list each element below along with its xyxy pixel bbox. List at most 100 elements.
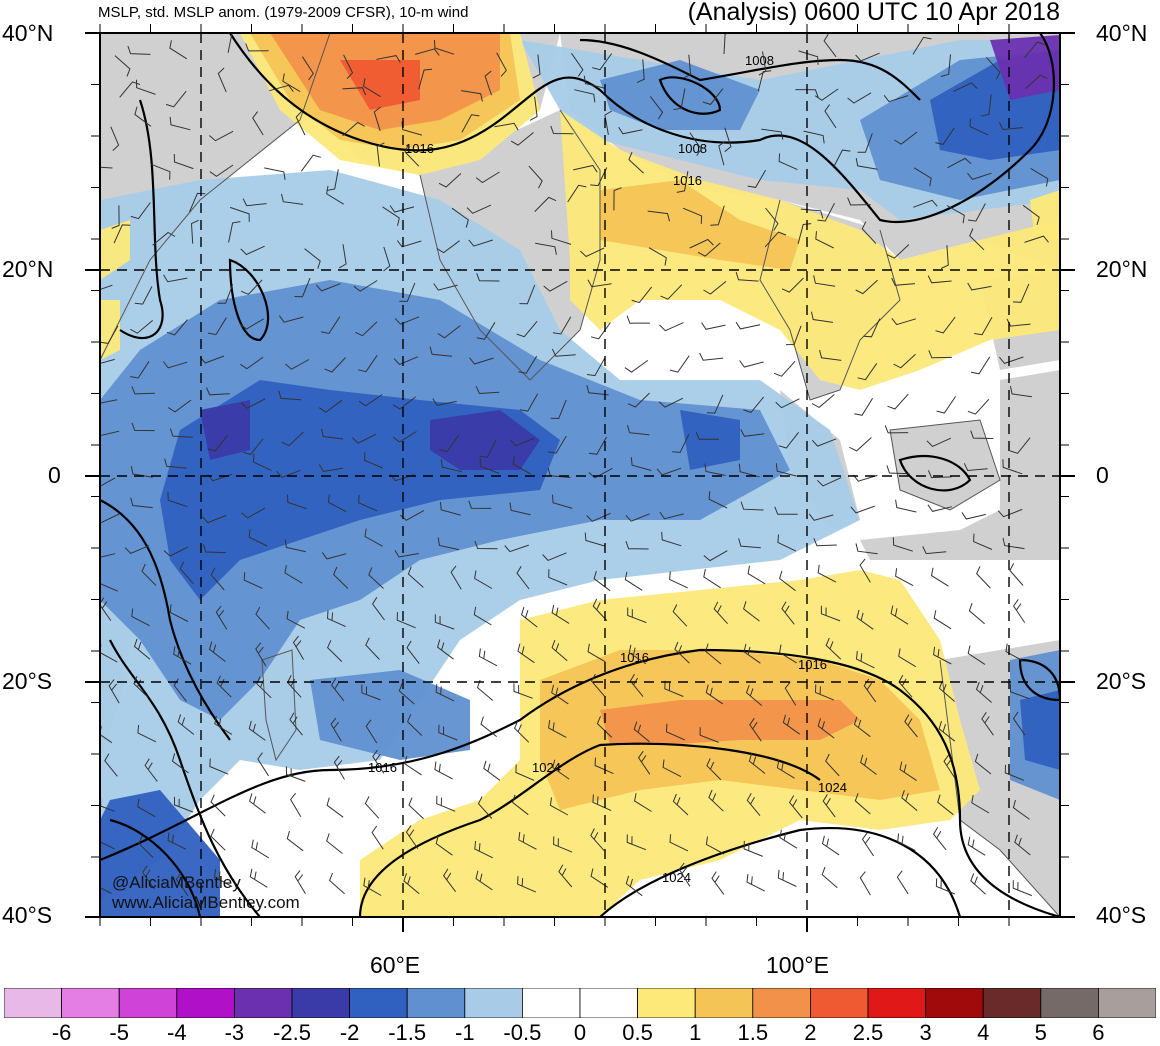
wind-barb xyxy=(504,544,529,553)
colorbar-swatch xyxy=(118,988,178,1018)
wind-barb xyxy=(100,575,118,592)
wind-barb xyxy=(179,561,194,585)
wind-barb xyxy=(847,197,871,206)
wind-barb xyxy=(164,458,187,469)
wind-barb xyxy=(825,637,842,660)
wind-barb xyxy=(832,149,851,169)
wind-barb xyxy=(473,606,492,626)
wind-barb xyxy=(821,866,838,889)
wind-barb xyxy=(396,240,422,248)
wind-barb xyxy=(859,871,871,896)
wind-barb xyxy=(494,122,519,131)
colorbar-label: -2 xyxy=(339,1020,360,1045)
wind-barb xyxy=(162,361,188,369)
wind-barb xyxy=(358,494,378,512)
wind-barb xyxy=(981,712,994,736)
wind-barb xyxy=(512,456,531,475)
wind-barb xyxy=(584,532,606,547)
wind-barb xyxy=(855,543,878,555)
wind-barb xyxy=(1025,74,1048,90)
wind-barb xyxy=(476,273,500,282)
wind-barb xyxy=(114,55,131,77)
wind-barb xyxy=(937,794,954,816)
wind-barb xyxy=(857,363,878,381)
wind-barb xyxy=(517,876,537,893)
wind-barb xyxy=(326,185,344,205)
wind-barb xyxy=(823,33,837,58)
wind-barb xyxy=(136,79,156,95)
wind-barb xyxy=(343,54,354,79)
wind-barb xyxy=(927,504,953,512)
wind-barb xyxy=(542,552,567,561)
wind-barb xyxy=(1005,643,1024,662)
wind-barb xyxy=(210,828,226,851)
wind-barb xyxy=(1012,799,1030,820)
lat-label-right-20s: 20°S xyxy=(1096,668,1147,694)
wind-barb xyxy=(699,352,724,361)
wind-barb xyxy=(163,546,189,557)
wind-barb xyxy=(169,40,188,60)
wind-barb xyxy=(393,356,419,365)
wind-barb xyxy=(808,513,834,521)
wind-barb xyxy=(853,474,878,482)
wind-barb xyxy=(592,598,608,621)
wind-barb xyxy=(596,716,613,738)
wind-barb xyxy=(342,121,365,137)
contour-label: 1024 xyxy=(818,780,847,795)
wind-barb xyxy=(551,230,572,245)
wind-barb xyxy=(100,477,116,487)
wind-barb xyxy=(451,207,469,228)
wind-barb xyxy=(257,752,269,777)
wind-barb xyxy=(287,494,307,510)
colorbar-swatch xyxy=(464,988,523,1018)
wind-barb xyxy=(816,477,842,487)
wind-barb xyxy=(590,322,611,340)
wind-barb xyxy=(778,431,799,449)
wind-barb xyxy=(376,142,385,167)
wind-barb xyxy=(286,610,306,629)
wind-barb xyxy=(255,642,267,667)
wind-barb xyxy=(590,868,609,888)
wind-barb xyxy=(206,387,230,396)
wind-barb xyxy=(460,90,483,102)
wind-barb xyxy=(701,322,726,330)
wind-barb xyxy=(478,648,498,667)
wind-barb xyxy=(163,274,188,283)
wind-barb xyxy=(474,540,498,550)
wind-barb xyxy=(1012,283,1030,303)
wind-barb xyxy=(932,827,947,851)
wind-barb xyxy=(637,750,651,775)
wind-barb xyxy=(358,354,378,373)
wind-barb xyxy=(392,396,417,410)
wind-barb xyxy=(573,164,598,173)
wind-barb xyxy=(967,282,992,291)
wind-barb xyxy=(855,651,875,669)
minor-ticks xyxy=(91,24,1069,926)
contour-labels: 1008 1008 1016 1016 1016 1016 1016 1024 … xyxy=(368,53,847,885)
wind-barb xyxy=(1004,764,1025,781)
wind-barb xyxy=(624,571,643,591)
wind-barb xyxy=(442,868,456,892)
wind-barb xyxy=(152,231,176,246)
wind-barb xyxy=(365,719,378,744)
wind-barb xyxy=(627,424,650,436)
wind-barb xyxy=(967,172,992,180)
wind-barb xyxy=(747,169,767,188)
wind-barb xyxy=(586,357,606,377)
colorbar-label: -3 xyxy=(224,1020,245,1045)
wind-barb xyxy=(404,144,420,167)
wind-barb xyxy=(434,39,455,55)
wind-barb xyxy=(113,224,131,244)
wind-barb xyxy=(100,886,112,894)
wind-barb xyxy=(893,353,916,369)
wind-barb xyxy=(134,106,152,127)
wind-barb xyxy=(913,199,938,208)
wind-barb xyxy=(175,872,189,897)
colorbar-label: -4 xyxy=(167,1020,187,1045)
wind-barb xyxy=(673,88,686,111)
wind-barb xyxy=(373,106,381,132)
wind-barb xyxy=(432,398,457,406)
wind-barb xyxy=(100,597,112,621)
wind-barb xyxy=(294,870,306,895)
wind-barb xyxy=(761,128,784,140)
